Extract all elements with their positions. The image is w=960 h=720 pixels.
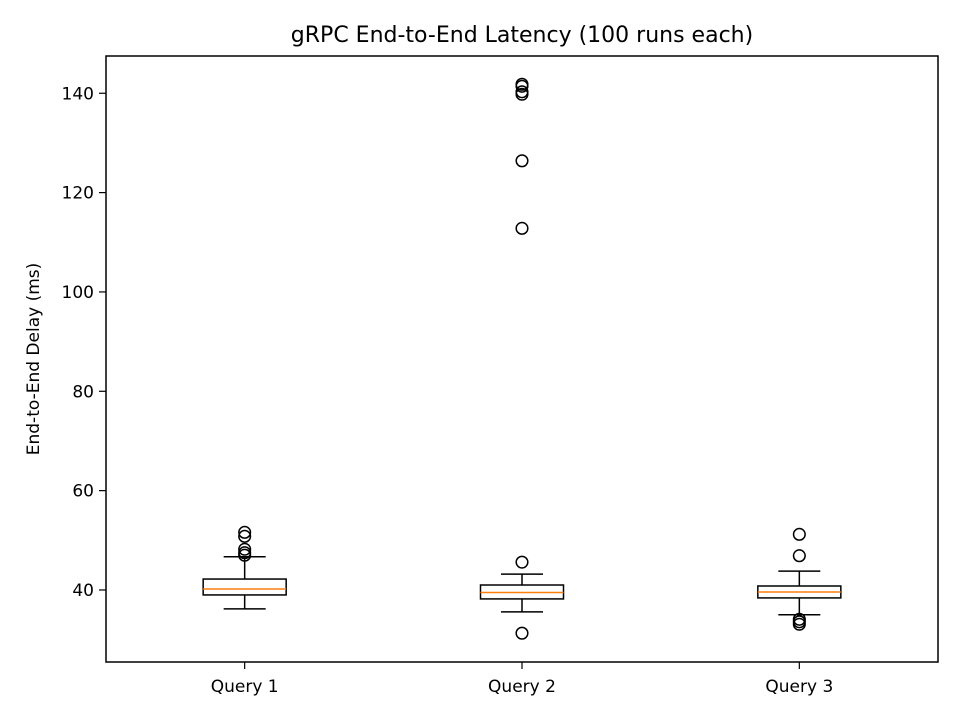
plot-area: [202, 77, 842, 640]
outlier-point: [792, 527, 806, 541]
x-tick-label: Query 2: [488, 677, 556, 697]
box-group: [757, 527, 842, 631]
outlier-point: [515, 85, 529, 99]
outlier-point: [238, 542, 252, 556]
y-tick-label: 40: [72, 581, 94, 601]
outlier-point: [238, 529, 252, 543]
iqr-box: [202, 578, 287, 596]
y-tick-label: 100: [62, 283, 94, 303]
box-group: [479, 77, 565, 640]
chart-title: gRPC End-to-End Latency (100 runs each): [291, 23, 753, 48]
outlier-point: [515, 154, 529, 168]
outlier-point: [238, 546, 252, 560]
outlier-point: [515, 221, 529, 235]
y-tick-label: 120: [62, 184, 94, 204]
y-tick-label: 140: [62, 84, 94, 104]
y-tick-label: 60: [72, 482, 94, 502]
x-tick-label: Query 3: [765, 677, 833, 697]
y-axis-label: End-to-End Delay (ms): [24, 263, 44, 456]
outlier-point: [238, 525, 252, 539]
outlier-point: [515, 77, 529, 91]
outlier-point: [792, 549, 806, 563]
y-tick-label: 80: [72, 382, 94, 402]
x-tick-label: Query 1: [211, 677, 279, 697]
box-group: [202, 525, 287, 610]
outlier-point: [515, 626, 529, 640]
outlier-point: [792, 612, 806, 626]
outlier-point: [515, 555, 529, 569]
